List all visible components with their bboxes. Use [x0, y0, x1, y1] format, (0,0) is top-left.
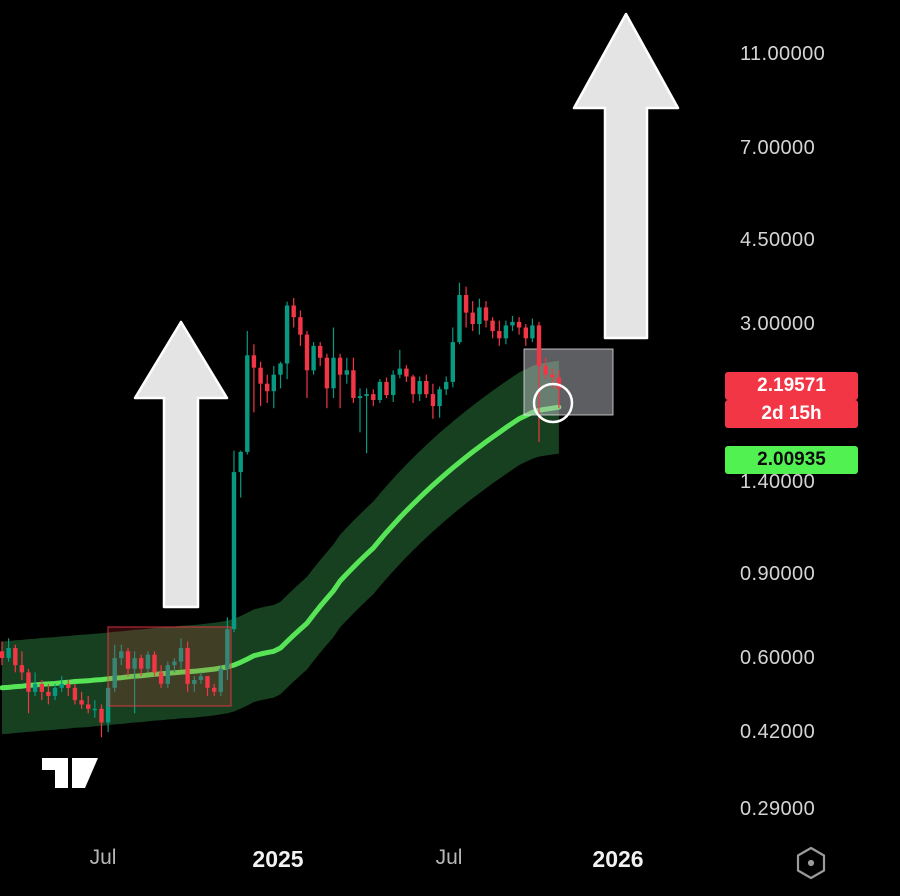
- up-arrow-annotation-2[interactable]: [572, 12, 680, 340]
- time-axis-label: 2026: [592, 846, 644, 872]
- hexagon-outline-icon: [796, 846, 826, 880]
- time-axis-label: Jul: [435, 846, 463, 869]
- tradingview-logo-one-glyph: [42, 758, 68, 788]
- bar-countdown-badge: 2d 15h: [725, 400, 858, 428]
- last-price-badge: 2.19571: [725, 372, 858, 400]
- axis-settings-icon[interactable]: [792, 844, 830, 882]
- ma-band: [2, 360, 559, 735]
- ma-price-badge: 2.00935: [725, 446, 858, 474]
- hexagon-dot-icon: [807, 859, 815, 867]
- tradingview-logo-seven-glyph: [72, 758, 98, 788]
- time-axis-label: 2025: [252, 846, 304, 872]
- tradingview-logo[interactable]: [38, 748, 102, 794]
- accumulation-box[interactable]: [107, 626, 232, 707]
- time-axis[interactable]: Jul 2025 Jul 2026: [0, 840, 900, 880]
- up-arrow-annotation-1[interactable]: [133, 320, 229, 609]
- time-axis-label: Jul: [89, 846, 117, 869]
- ma-touch-circle[interactable]: [532, 382, 574, 424]
- ma-line: [0, 404, 562, 691]
- candles: [0, 282, 562, 738]
